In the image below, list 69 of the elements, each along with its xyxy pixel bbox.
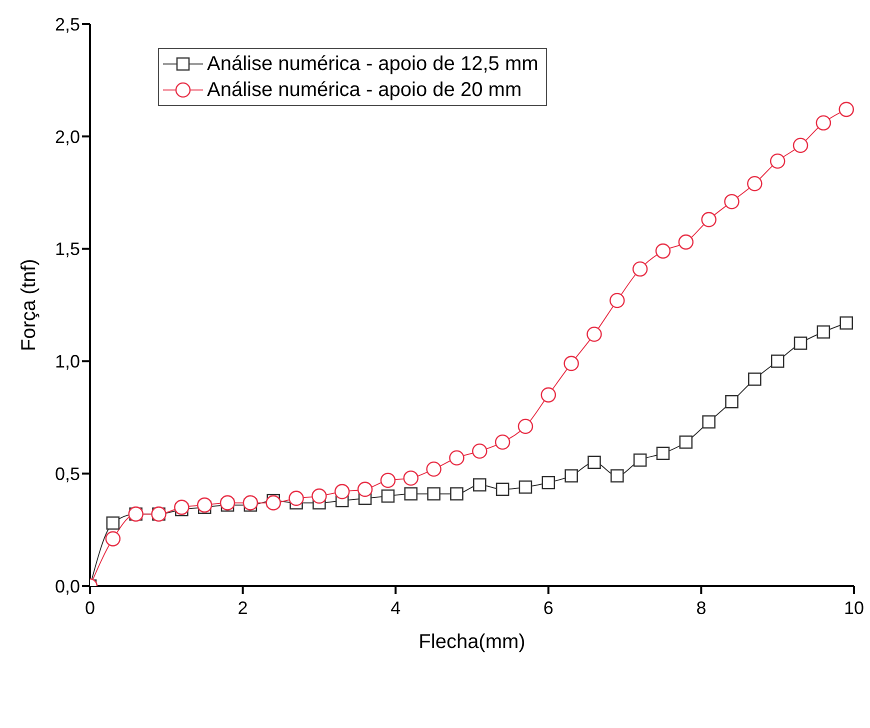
point	[725, 395, 738, 408]
legend-label: Análise numérica - apoio de 12,5 mm	[207, 52, 538, 77]
x-tick-label: 10	[844, 598, 864, 618]
point	[655, 243, 671, 259]
point	[840, 316, 854, 330]
point	[220, 495, 236, 510]
point	[404, 487, 418, 500]
point	[610, 469, 624, 482]
point	[794, 336, 808, 350]
x-tick-label: 6	[543, 598, 554, 618]
point	[518, 480, 532, 494]
y-tick-label: 0,5	[54, 464, 80, 484]
point	[724, 194, 740, 210]
point	[632, 261, 648, 277]
point	[174, 500, 190, 515]
point	[656, 446, 670, 460]
point	[288, 490, 304, 506]
point	[105, 531, 121, 546]
point	[266, 495, 282, 510]
point	[679, 435, 693, 449]
point	[380, 472, 396, 488]
point	[586, 326, 602, 342]
x-tick-label: 0	[84, 598, 96, 618]
point	[678, 234, 694, 250]
point	[449, 450, 464, 466]
point	[196, 497, 212, 513]
point	[427, 487, 440, 500]
point	[770, 354, 784, 368]
point	[496, 482, 510, 496]
point	[588, 456, 601, 470]
point	[633, 453, 647, 467]
point	[540, 387, 556, 403]
x-axis-title: Flecha(mm)	[418, 631, 526, 653]
point	[816, 115, 832, 131]
point	[357, 482, 373, 497]
y-tick-label: 0,0	[54, 576, 80, 596]
point	[381, 489, 395, 503]
legend-label: Análise numérica - apoio de 20 mm	[207, 78, 522, 103]
point	[106, 516, 120, 530]
point	[518, 418, 534, 434]
y-tick-label: 2,0	[54, 126, 80, 147]
point	[610, 292, 625, 308]
point	[450, 487, 464, 500]
point	[748, 372, 762, 386]
point	[564, 469, 578, 482]
point	[334, 484, 350, 500]
point	[242, 495, 258, 510]
point	[747, 176, 762, 192]
point	[838, 102, 854, 118]
point	[792, 138, 808, 154]
point	[403, 470, 419, 486]
point	[472, 443, 488, 459]
point	[702, 415, 716, 429]
point	[701, 212, 716, 228]
x-tick-label: 8	[696, 598, 706, 618]
point	[770, 153, 786, 169]
y-tick-label: 2,5	[54, 14, 80, 34]
point	[426, 461, 442, 477]
y-axis-title: Força (tnf)	[18, 258, 40, 352]
x-tick-label: 4	[390, 598, 401, 618]
point	[542, 476, 556, 490]
point	[564, 356, 579, 372]
y-tick-label: 1,5	[54, 239, 80, 260]
x-tick-label: 2	[238, 598, 248, 618]
point	[816, 325, 830, 339]
point	[472, 478, 486, 492]
point	[494, 434, 510, 450]
y-tick-label: 1,0	[54, 352, 80, 372]
point	[312, 488, 327, 504]
